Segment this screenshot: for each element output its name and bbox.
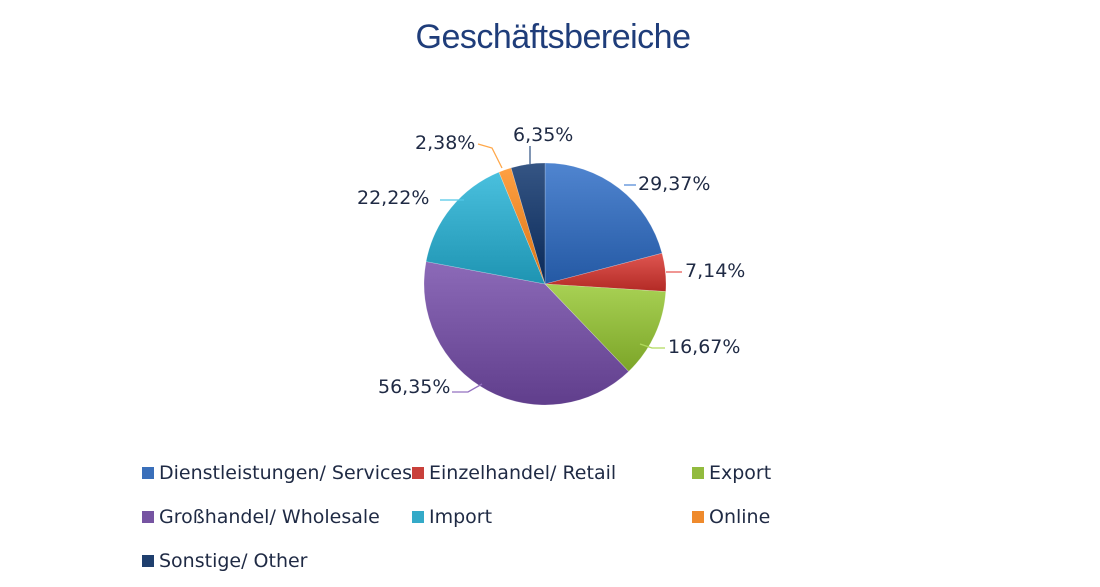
pie-slice-online [498, 167, 546, 285]
leader-lines [440, 143, 682, 393]
pie-slice-einzelhandel [544, 252, 667, 292]
legend-label: Dienstleistungen/ Services [159, 462, 413, 484]
legend-item-import: Import [412, 502, 492, 532]
legend-swatch [412, 511, 424, 523]
legend-label: Großhandel/ Wholesale [159, 506, 380, 528]
legend-label: Export [709, 462, 772, 484]
legend-item-dienstleistungen: Dienstleistungen/ Services [142, 458, 412, 488]
data-label-import: 22,22% [357, 187, 429, 209]
legend-label: Sonstige/ Other [159, 550, 308, 572]
legend-swatch [142, 467, 154, 479]
data-label-sonstige: 6,35% [513, 124, 573, 146]
legend-item-online: Online [692, 502, 770, 532]
data-label-einzelhandel: 7,14% [685, 260, 745, 282]
legend-swatch [142, 555, 154, 567]
chart-title: Geschäftsbereiche [415, 18, 692, 56]
leader-line-online [477, 143, 503, 169]
leader-line-grosshandel [452, 383, 483, 393]
data-labels: 29,37% 7,14% 16,67% 56,35% 22,22% 2,38% 6,35% [357, 124, 745, 398]
pie-slice-grosshandel [423, 261, 630, 406]
pie-slice-dienstleistungen [544, 162, 663, 285]
pie-slice-sonstige [510, 162, 546, 285]
legend-item-sonstige: Sonstige/ Other [142, 546, 308, 576]
data-label-dienstleistungen: 29,37% [638, 173, 710, 195]
pie-slice-export [544, 283, 667, 372]
legend-label: Online [709, 506, 771, 528]
legend-item-einzelhandel: Einzelhandel/ Retail [412, 458, 616, 488]
pie-slices [423, 162, 667, 406]
legend-item-grosshandel: Großhandel/ Wholesale [142, 502, 380, 532]
legend-swatch [692, 467, 704, 479]
data-label-grosshandel: 56,35% [378, 376, 450, 398]
legend-label: Einzelhandel/ Retail [429, 462, 617, 484]
data-label-export: 16,67% [668, 336, 740, 358]
legend-swatch [142, 511, 154, 523]
pie-slice-import [425, 171, 546, 285]
leader-line-export [639, 343, 665, 349]
data-label-online: 2,38% [415, 132, 475, 154]
legend-swatch [692, 511, 704, 523]
legend-item-export: Export [692, 458, 771, 488]
legend-label: Import [429, 506, 493, 528]
legend-swatch [412, 467, 424, 479]
